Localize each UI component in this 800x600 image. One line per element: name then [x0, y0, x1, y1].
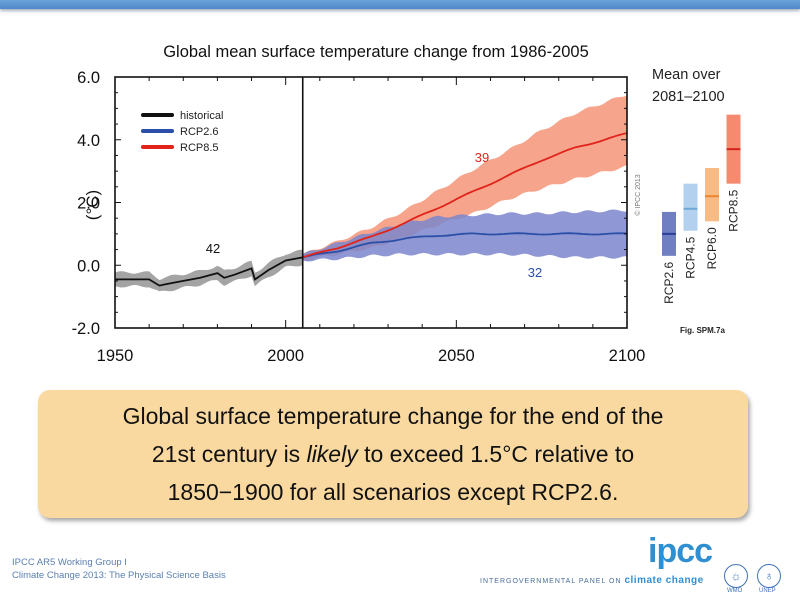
range-bar-label: RCP4.5	[684, 236, 698, 278]
unep-emblem-icon: ♁	[757, 564, 781, 588]
footer-line-2: Climate Change 2013: The Physical Scienc…	[12, 570, 226, 581]
unep-label: UNEP	[759, 588, 776, 594]
ipcc-tagline: INTERGOVERNMENTAL PANEL ON climate chang…	[480, 575, 704, 586]
range-bar-label: RCP2.6	[662, 262, 676, 304]
mean-line-rcp26	[302, 232, 628, 259]
mean-line-historical	[115, 256, 303, 287]
slide-top-bar	[0, 0, 800, 9]
wmo-emblem-icon: ☼	[724, 564, 748, 588]
wmo-label: WMO	[727, 588, 743, 594]
side-panel-title-line1: Mean over	[652, 67, 721, 83]
uncertainty-band-rcp85	[302, 95, 627, 261]
model-count-label: 42	[206, 241, 220, 256]
y-tick-label: 4.0	[77, 132, 100, 150]
model-count-label: 32	[528, 265, 542, 280]
mean-line-rcp85	[302, 132, 628, 259]
y-tick-label: 6.0	[77, 69, 100, 87]
legend-label: RCP2.6	[180, 126, 219, 138]
x-tick-label: 1950	[97, 347, 134, 365]
y-tick-label: 2.0	[77, 195, 100, 213]
ipcc-logo: ipcc	[648, 532, 713, 570]
range-bar-label: RCP8.5	[727, 189, 741, 231]
figure-caption: Fig. SPM.7a	[680, 326, 725, 335]
legend-label: RCP8.5	[180, 142, 219, 154]
range-bar-label: RCP6.0	[705, 227, 719, 269]
legend-label: historical	[180, 110, 223, 122]
callout-line-3: 1850−1900 for all scenarios except RCP2.…	[167, 479, 619, 505]
range-bar-rcp45	[683, 183, 698, 231]
key-finding-callout: Global surface temperature change for th…	[38, 390, 748, 518]
x-tick-label: 2100	[609, 347, 646, 365]
uncertainty-band-historical	[115, 249, 303, 292]
y-tick-label: -2.0	[72, 320, 100, 338]
y-tick-label: 0.0	[77, 257, 100, 275]
chart-legend: historical RCP2.6 RCP8.5	[141, 110, 223, 154]
range-bar-rcp60	[705, 167, 719, 222]
callout-emphasis: likely	[306, 441, 358, 467]
copyright-label: © IPCC 2013	[634, 174, 642, 215]
temperature-chart: Global mean surface temperature change f…	[72, 43, 741, 365]
side-panel: Mean over 2081–2100 Fig. SPM.7a RCP2.6 RC…	[652, 67, 741, 335]
callout-text: to exceed 1.5°C relative to	[357, 441, 635, 467]
callout-line-1: Global surface temperature change for th…	[122, 403, 664, 429]
side-panel-title-line2: 2081–2100	[652, 89, 725, 105]
x-tick-label: 2050	[438, 347, 475, 365]
uncertainty-band-rcp26	[302, 209, 627, 262]
callout-text: 21st century is	[151, 441, 307, 467]
tagline-emphasis: climate change	[624, 575, 704, 586]
tagline-text: INTERGOVERNMENTAL PANEL ON	[480, 578, 625, 585]
footer-line-1: IPCC AR5 Working Group I	[12, 557, 127, 568]
footer-credit: IPCC AR5 Working Group I Climate Change …	[12, 556, 226, 582]
model-count-label: 39	[475, 150, 489, 165]
x-tick-label: 2000	[267, 347, 304, 365]
callout-line-2: 21st century is likely to exceed 1.5°C r…	[152, 435, 634, 473]
chart-title: Global mean surface temperature change f…	[163, 43, 589, 61]
y-axis-label: (°C)	[83, 190, 102, 220]
